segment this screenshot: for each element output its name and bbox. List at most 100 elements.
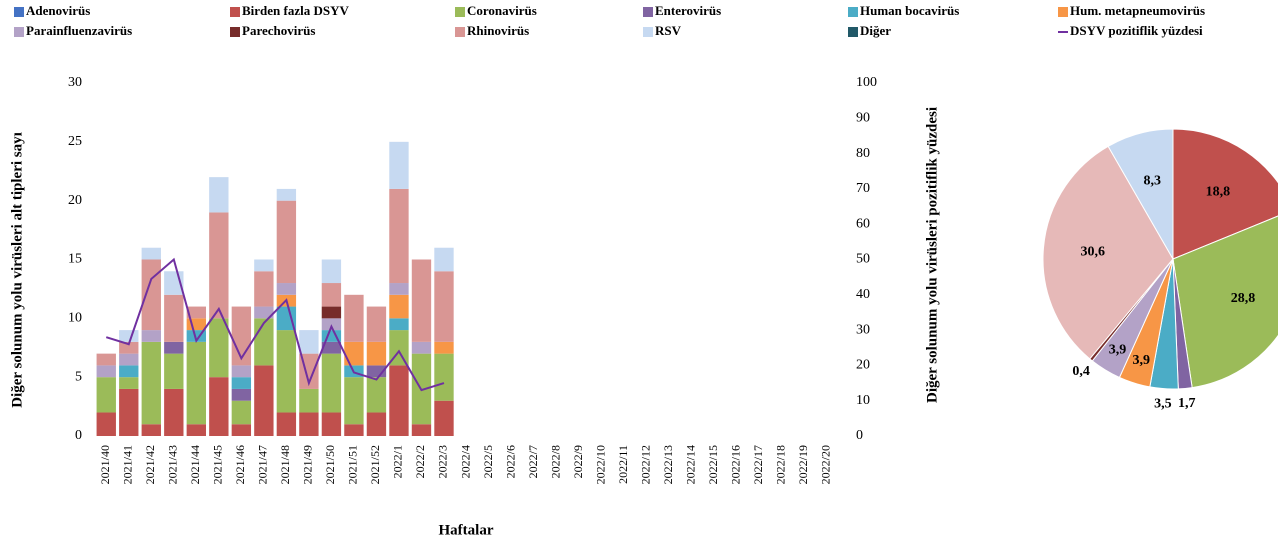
bar-segment xyxy=(209,212,229,319)
pie-label: 30,6 xyxy=(1080,244,1105,259)
bar-segment xyxy=(209,377,229,436)
bar-segment xyxy=(321,283,342,307)
pie-label: 3,5 xyxy=(1154,396,1172,411)
x-tick-label: 2021/50 xyxy=(323,445,337,484)
x-tick-label: 2021/49 xyxy=(301,445,315,484)
x-tick-label: 2022/19 xyxy=(796,445,810,484)
x-tick-label: 2022/10 xyxy=(593,445,607,484)
x-tick-label: 2021/41 xyxy=(121,445,135,484)
bar-segment xyxy=(366,377,387,413)
y-tick-label: 30 xyxy=(68,75,82,90)
bar-segment xyxy=(119,341,139,354)
legend-label: Coronavirüs xyxy=(467,3,537,18)
pie-label: 0,4 xyxy=(1072,364,1090,379)
legend-swatch xyxy=(14,27,24,37)
bar-segment xyxy=(186,341,206,425)
x-tick-label: 2022/3 xyxy=(436,445,450,478)
x-tick-label: 2021/46 xyxy=(233,445,247,484)
x-tick-label: 2021/52 xyxy=(368,445,382,484)
bar-segment xyxy=(96,365,116,378)
bar-segment xyxy=(344,341,364,366)
y-tick-label: 10 xyxy=(68,311,82,326)
y2-tick-label: 10 xyxy=(856,393,870,408)
legend-label: RSV xyxy=(655,23,682,38)
bar-segment xyxy=(321,306,342,319)
x-tick-label: 2022/14 xyxy=(683,445,697,484)
y-axis-title: Diğer solunum yolu virüsleri alt tipleri… xyxy=(9,132,25,408)
bar-segment xyxy=(254,365,274,436)
legend-label: Hum. metapneumovirüs xyxy=(1070,3,1205,18)
bar-segment xyxy=(321,259,342,284)
pie-label: 8,3 xyxy=(1143,173,1161,188)
bar-segment xyxy=(254,318,274,366)
bar-segment xyxy=(254,259,274,272)
x-tick-label: 2022/11 xyxy=(616,445,630,484)
bar-segment xyxy=(96,412,116,436)
bar-segment xyxy=(119,353,139,366)
y-tick-label: 15 xyxy=(68,252,82,267)
bar-segment xyxy=(366,365,387,378)
x-tick-label: 2021/43 xyxy=(166,445,180,484)
y2-tick-label: 70 xyxy=(856,181,870,196)
bar-segment xyxy=(164,294,184,342)
x-tick-label: 2021/47 xyxy=(256,445,270,484)
bar-segment xyxy=(434,353,454,401)
x-tick-label: 2022/6 xyxy=(503,445,517,478)
bar-segment xyxy=(254,306,274,319)
legend-swatch xyxy=(455,7,465,17)
legend-label: Human bocavirüs xyxy=(860,3,959,18)
x-tick-label: 2022/2 xyxy=(413,445,427,478)
bar-segment xyxy=(276,412,297,436)
bar-segment xyxy=(434,341,454,354)
bar-segment xyxy=(141,259,161,331)
pie-slice xyxy=(1172,215,1278,389)
bar-segment xyxy=(344,294,364,342)
y2-tick-label: 90 xyxy=(856,111,870,126)
legend-label: Birden fazla DSYV xyxy=(242,3,350,18)
pie-label: 3,9 xyxy=(1133,353,1151,368)
bar-segment xyxy=(186,306,206,319)
y2-tick-label: 20 xyxy=(856,358,870,373)
y2-tick-label: 30 xyxy=(856,322,870,337)
bar-segment xyxy=(276,306,297,331)
x-tick-label: 2022/15 xyxy=(706,445,720,484)
legend-swatch xyxy=(230,7,240,17)
bar-segment xyxy=(389,283,409,295)
bar-segment xyxy=(299,330,319,354)
bar-segment xyxy=(276,283,297,295)
bar-segment xyxy=(389,365,409,436)
bar-segment xyxy=(276,330,297,413)
bar-segment xyxy=(389,318,409,331)
x-tick-label: 2022/4 xyxy=(458,445,472,478)
bar-segment xyxy=(141,341,161,425)
bar-segment xyxy=(209,318,229,378)
bar-segment xyxy=(96,353,116,366)
bar-segment xyxy=(186,424,206,436)
bar-segment xyxy=(276,188,297,201)
bar-segment xyxy=(141,247,161,260)
legend-swatch xyxy=(14,7,24,17)
y2-axis-title: Diğer solunum yolu virüsleri pozitiflik … xyxy=(924,107,940,403)
y2-tick-label: 100 xyxy=(856,75,877,90)
bar-segment xyxy=(186,318,206,331)
pie-slice xyxy=(1107,128,1174,261)
bar-segment xyxy=(434,400,454,436)
bar-segment xyxy=(119,377,139,389)
legend-swatch xyxy=(643,7,653,17)
bar-segment xyxy=(389,141,409,189)
y-tick-label: 25 xyxy=(68,134,82,149)
x-tick-label: 2022/13 xyxy=(661,445,675,484)
legend-swatch xyxy=(848,27,858,37)
bar-segment xyxy=(299,388,319,413)
bar-segment xyxy=(231,424,252,436)
bar-segment xyxy=(231,377,252,389)
bar-segment xyxy=(209,177,229,213)
bar-segment xyxy=(299,412,319,436)
bar-segment xyxy=(411,341,432,354)
x-tick-label: 2022/17 xyxy=(751,445,765,484)
pie-label: 3,9 xyxy=(1109,342,1127,357)
x-tick-label: 2021/44 xyxy=(188,445,202,484)
legend-swatch xyxy=(1058,7,1068,17)
legend-swatch xyxy=(455,27,465,37)
legend-swatch xyxy=(848,7,858,17)
